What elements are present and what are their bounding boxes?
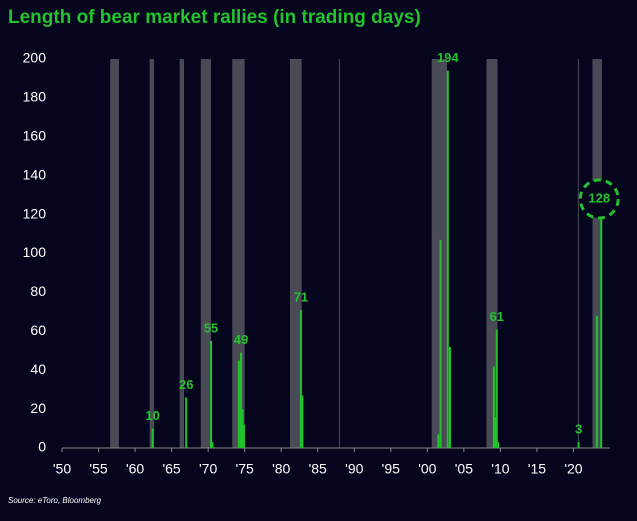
y-tick-label: 40 [30,361,46,377]
x-tick-label: '50 [53,461,71,477]
shaded-period [179,59,185,448]
bar [237,360,240,448]
bar [299,309,302,448]
bar [242,424,245,448]
y-tick-label: 120 [23,205,47,221]
bar [241,409,244,448]
x-tick-label: '00 [418,461,436,477]
y-tick-label: 180 [23,89,47,105]
shaded-period [592,59,602,448]
shaded-period [200,59,212,448]
shaded-period [232,59,245,448]
x-tick-label: '95 [382,461,400,477]
x-tick-label: '15 [528,461,546,477]
bar [497,442,500,448]
bar [577,442,580,448]
bar [439,239,442,448]
bar [495,329,498,448]
y-tick-label: 160 [23,128,47,144]
x-tick-label: '85 [309,461,327,477]
data-label: 55 [204,320,218,335]
shaded-period [431,59,448,448]
y-tick-label: 200 [23,50,47,66]
data-label: 3 [575,422,582,437]
chart-title: Length of bear market rallies (in tradin… [8,7,421,28]
highlight-circle [578,178,620,220]
data-label: 10 [145,408,159,423]
data-label: 71 [294,289,308,304]
shaded-period [149,59,155,448]
bar [600,199,603,448]
bar [151,428,154,448]
data-label: 26 [179,377,193,392]
shaded-period [338,59,340,448]
y-tick-label: 20 [30,400,46,416]
shaded-period [289,59,302,448]
shaded-period [110,59,119,448]
bar [494,416,497,448]
y-tick-label: 140 [23,166,47,182]
bar [446,70,449,449]
x-tick-label: '75 [236,461,254,477]
data-label: 194 [437,50,459,65]
shaded-period [486,59,498,448]
x-tick-label: '80 [272,461,290,477]
y-tick-label: 80 [30,283,46,299]
y-tick-label: 60 [30,322,46,338]
x-tick-label: '90 [345,461,363,477]
x-tick-label: '05 [455,461,473,477]
bar [240,352,243,448]
bar [211,442,214,448]
bar [448,346,451,448]
bar [301,395,304,448]
x-tick-label: '70 [199,461,217,477]
bar [210,341,213,448]
x-tick-label: '20 [564,461,582,477]
data-label: 128 [588,190,610,205]
bar [437,434,440,448]
bar [492,366,495,448]
y-tick-label: 100 [23,244,47,260]
bar [185,397,188,448]
y-tick-label: 0 [38,439,46,455]
x-tick-label: '10 [491,461,509,477]
x-tick-label: '55 [89,461,107,477]
bar [595,315,598,448]
data-label: 61 [490,309,504,324]
x-tick-label: '65 [162,461,180,477]
x-tick-label: '60 [126,461,144,477]
source-note: Source: eToro, Bloomberg [8,496,102,505]
data-label: 49 [234,332,248,347]
shaded-period [577,59,579,448]
